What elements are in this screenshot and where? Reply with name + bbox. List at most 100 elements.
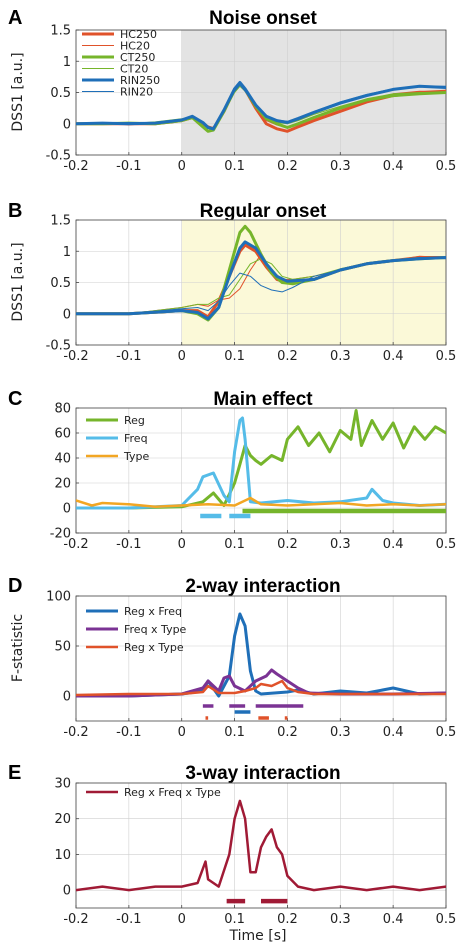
panel-d-xtick-label: 0 [178, 725, 186, 740]
panel-c-xtick-label: -0.1 [116, 537, 141, 552]
panel-a-series-group [76, 81, 446, 133]
panel-d-title: 2-way interaction [185, 576, 340, 597]
panel-a-legend-label: CT250 [120, 51, 155, 64]
panel-e-xtick-label: 0.2 [277, 912, 298, 927]
panel-c-legend-label: Type [123, 450, 149, 463]
panel-c-axes-box [75, 407, 447, 534]
panel-a-xtick-label: -0.2 [63, 159, 88, 174]
panel-c-legend-label: Reg [124, 414, 145, 427]
panel-a-ytick-label: 0.5 [50, 86, 71, 101]
panel-c-legend-label: Freq [124, 432, 148, 445]
panel-b-plot: -0.2 -0.1 0 0.1 0.2 0.3 0.4 0.5 -0.5 0 0.5 1 1.5 [46, 214, 457, 365]
panel-d-series-reg-x-type [76, 679, 446, 697]
panel-d-xtick-label: 0.4 [383, 725, 404, 740]
panel-a-xtick-label: -0.1 [116, 159, 141, 174]
panel-b-letter: B [8, 200, 22, 222]
panel-e-xtick-label: -0.2 [63, 912, 88, 927]
panel-d-xtick-label: 0.5 [436, 725, 457, 740]
panel-d-xtick-label: 0.3 [330, 725, 351, 740]
panel-e-xtick-label: 0.1 [224, 912, 245, 927]
panel-c-series-group [76, 409, 446, 510]
panel-e-xtick-label: -0.1 [116, 912, 141, 927]
panel-e-legend: Reg x Freq x Type [86, 786, 221, 799]
panel-b-xtick-label: 0.4 [383, 349, 404, 364]
panel-c-xtick-label: 0.5 [436, 537, 457, 552]
panel-b-series-group [76, 224, 446, 322]
panel-d-axes-box [75, 595, 447, 722]
panel-c-title: Main effect [213, 389, 313, 410]
panel-a-xtick-label: 0.2 [277, 159, 298, 174]
panel-a-legend-label: RIN250 [120, 74, 160, 87]
panel-c-xtick-label: 0.2 [277, 537, 298, 552]
panel-b: B Regular onset DSS1 [a.u.] -0.2 -0.1 0 0.1… [8, 200, 456, 364]
panel-a-series-rin20 [76, 84, 446, 131]
panel-c-xtick-label: 0.1 [224, 537, 245, 552]
panel-c-legend: Reg Freq Type [86, 414, 149, 463]
panel-a-ytick-label: 1.5 [50, 24, 71, 39]
panel-a-legend-label: HC250 [120, 28, 157, 41]
panel-c-series-freq [76, 416, 446, 510]
panel-b-ytick-label: 1.5 [50, 214, 71, 229]
panel-b-ytick-label: -0.5 [46, 339, 71, 354]
panel-a-xtick-label: 0 [178, 159, 186, 174]
panel-a-ytick-label: 1 [63, 55, 71, 70]
panel-c-ytick-label: 0 [63, 502, 71, 517]
panel-a-ylabel: DSS1 [a.u.] [10, 52, 26, 131]
panel-a-xtick-label: 0.5 [436, 159, 457, 174]
panel-c: C Main effect -0.2 -0.1 0 0.1 0.2 0.3 0.4 0.5 -2… [8, 388, 456, 552]
panel-a-legend-label: HC20 [120, 40, 150, 53]
panel-d-xtick-label: 0.2 [277, 725, 298, 740]
panel-c-series-type [76, 496, 446, 509]
panel-e-ytick-label: 20 [54, 812, 71, 827]
panel-a-title: Noise onset [209, 8, 317, 29]
panel-e-xlabel: Time [s] [229, 928, 287, 944]
panel-a-xtick-label: 0.3 [330, 159, 351, 174]
panel-b-title: Regular onset [200, 201, 327, 222]
panel-d-xtick-label: 0.1 [224, 725, 245, 740]
panel-e-series-reg-x-freq-x-type [76, 799, 446, 892]
panel-d-legend-label: Reg x Freq [124, 605, 182, 618]
panel-c-ytick-label: 60 [54, 427, 71, 442]
panel-d-plot: -0.2 -0.1 0 0.1 0.2 0.3 0.4 0.5 0 50 100 Reg x Freq… [46, 590, 456, 741]
panel-c-xtick-label: 0 [178, 537, 186, 552]
panel-a-xtick-label: 0.1 [224, 159, 245, 174]
panel-d-series-group [76, 612, 446, 698]
panel-e: E 3-way interaction Time [s] -0.2 -0.1 0 0.… [8, 762, 456, 944]
panel-e-xtick-label: 0.4 [383, 912, 404, 927]
panel-b-xtick-label: 0.3 [330, 349, 351, 364]
panel-e-axes-box [75, 782, 447, 909]
panel-a-legend-label: RIN20 [120, 86, 153, 99]
panel-c-plot: -0.2 -0.1 0 0.1 0.2 0.3 0.4 0.5 -20 0 20 40 60 80 Reg F… [50, 402, 457, 553]
panel-d-ytick-label: 0 [63, 690, 71, 705]
panel-e-title: 3-way interaction [185, 763, 340, 784]
panel-d-legend-label: Reg x Type [124, 641, 184, 654]
panel-c-xtick-label: -0.2 [63, 537, 88, 552]
panel-d-xtick-label: -0.1 [116, 725, 141, 740]
panel-b-ytick-label: 0.5 [50, 276, 71, 291]
panel-e-letter: E [8, 762, 21, 784]
panel-d-legend: Reg x Freq Freq x Type Reg x Type [86, 605, 187, 654]
panel-a-legend-label: CT20 [120, 63, 148, 76]
panel-b-xtick-label: 0 [178, 349, 186, 364]
panel-e-ytick-label: 10 [54, 848, 71, 863]
panel-a: A Noise onset DSS1 [a.u.] -0.2 -0.1 0 0.1 0.… [8, 7, 456, 174]
panel-d-ytick-label: 50 [54, 640, 71, 655]
panel-e-ytick-label: 0 [63, 884, 71, 899]
panel-c-letter: C [8, 388, 22, 410]
panel-c-xtick-label: 0.3 [330, 537, 351, 552]
panel-b-xtick-label: 0.2 [277, 349, 298, 364]
panel-c-xtick-label: 0.4 [383, 537, 404, 552]
panel-e-series-group [76, 799, 446, 892]
panel-a-ytick-label: 0 [63, 117, 71, 132]
panel-c-ytick-label: -20 [50, 527, 71, 542]
panel-b-xtick-label: 0.1 [224, 349, 245, 364]
panel-c-ytick-label: 80 [54, 402, 71, 417]
panel-d-ytick-label: 100 [46, 590, 71, 605]
panel-e-ytick-label: 30 [54, 777, 71, 792]
panel-d-xtick-label: -0.2 [63, 725, 88, 740]
panel-a-letter: A [8, 7, 22, 29]
panel-b-ytick-label: 0 [63, 307, 71, 322]
panel-d-legend-label: Freq x Type [124, 623, 187, 636]
